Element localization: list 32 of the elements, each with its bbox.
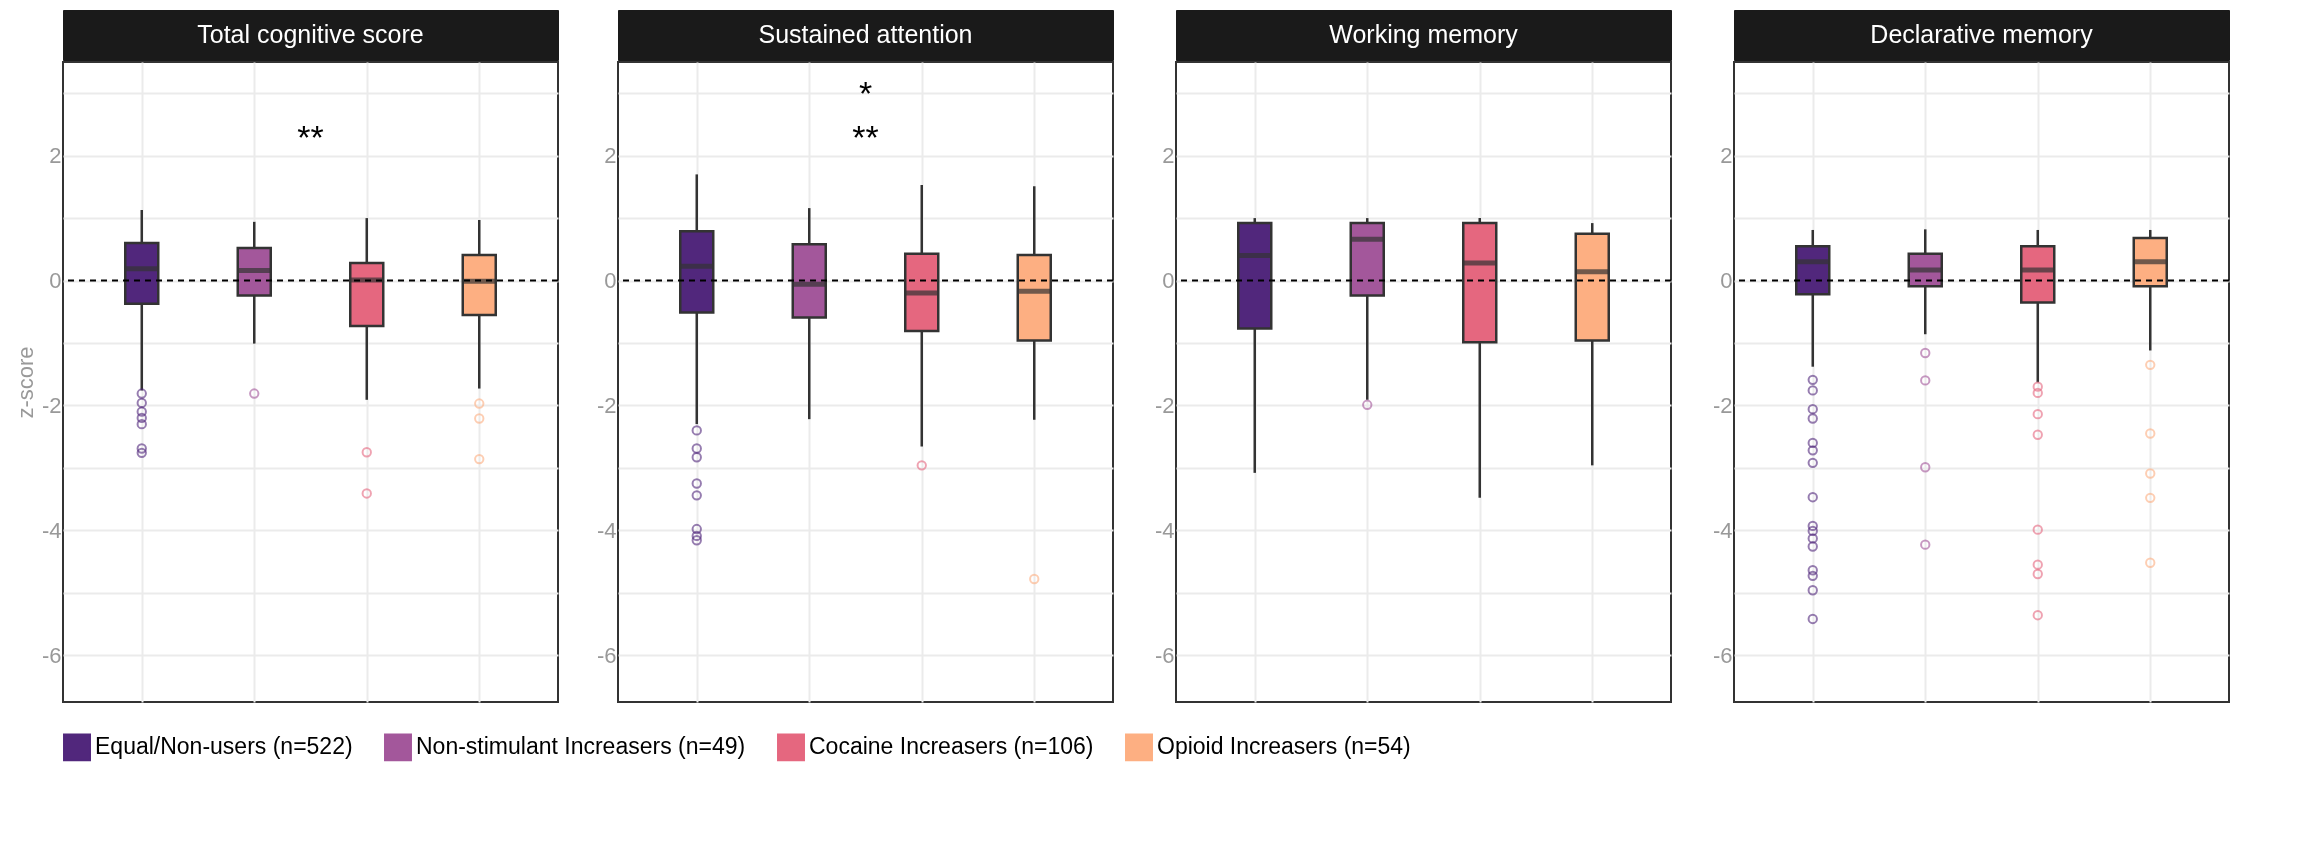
- annotation: **: [852, 118, 879, 156]
- annotation: *: [858, 74, 873, 112]
- y-tick-label: -2: [596, 392, 617, 418]
- chart-title: Total cognitive score: [197, 20, 424, 48]
- y-tick-label: -2: [41, 392, 62, 418]
- y-tick-label: -4: [41, 517, 62, 543]
- y-tick-label: -6: [1154, 642, 1175, 668]
- y-tick-label: 2: [604, 143, 617, 169]
- y-tick-label: -2: [1712, 392, 1733, 418]
- y-tick-label: 2: [1162, 143, 1175, 169]
- y-tick-label: -6: [596, 642, 617, 668]
- y-tick-label: -4: [596, 517, 617, 543]
- y-tick-label: -6: [1712, 642, 1733, 668]
- legend-label: Opioid Increasers (n=54): [1157, 733, 1411, 760]
- y-tick-label: 0: [604, 268, 617, 294]
- legend-label: Equal/Non-users (n=522): [95, 733, 353, 760]
- y-tick-label: 0: [49, 268, 62, 294]
- legend-label: Non-stimulant Increasers (n=49): [416, 733, 746, 760]
- y-axis-title: z-score: [12, 346, 38, 419]
- y-tick-label: 2: [1720, 143, 1733, 169]
- y-tick-label: 2: [49, 143, 62, 169]
- y-tick-label: -4: [1154, 517, 1175, 543]
- y-tick-label: -6: [41, 642, 62, 668]
- y-tick-label: 0: [1720, 268, 1733, 294]
- y-tick-label: 0: [1162, 268, 1175, 294]
- chart-title: Declarative memory: [1870, 20, 2094, 48]
- y-tick-label: -2: [1154, 392, 1175, 418]
- chart-title: Sustained attention: [758, 20, 973, 48]
- legend-label: Cocaine Increasers (n=106): [809, 733, 1094, 760]
- y-tick-label: -4: [1712, 517, 1733, 543]
- chart-title: Working memory: [1329, 20, 1519, 48]
- annotation: **: [297, 118, 324, 156]
